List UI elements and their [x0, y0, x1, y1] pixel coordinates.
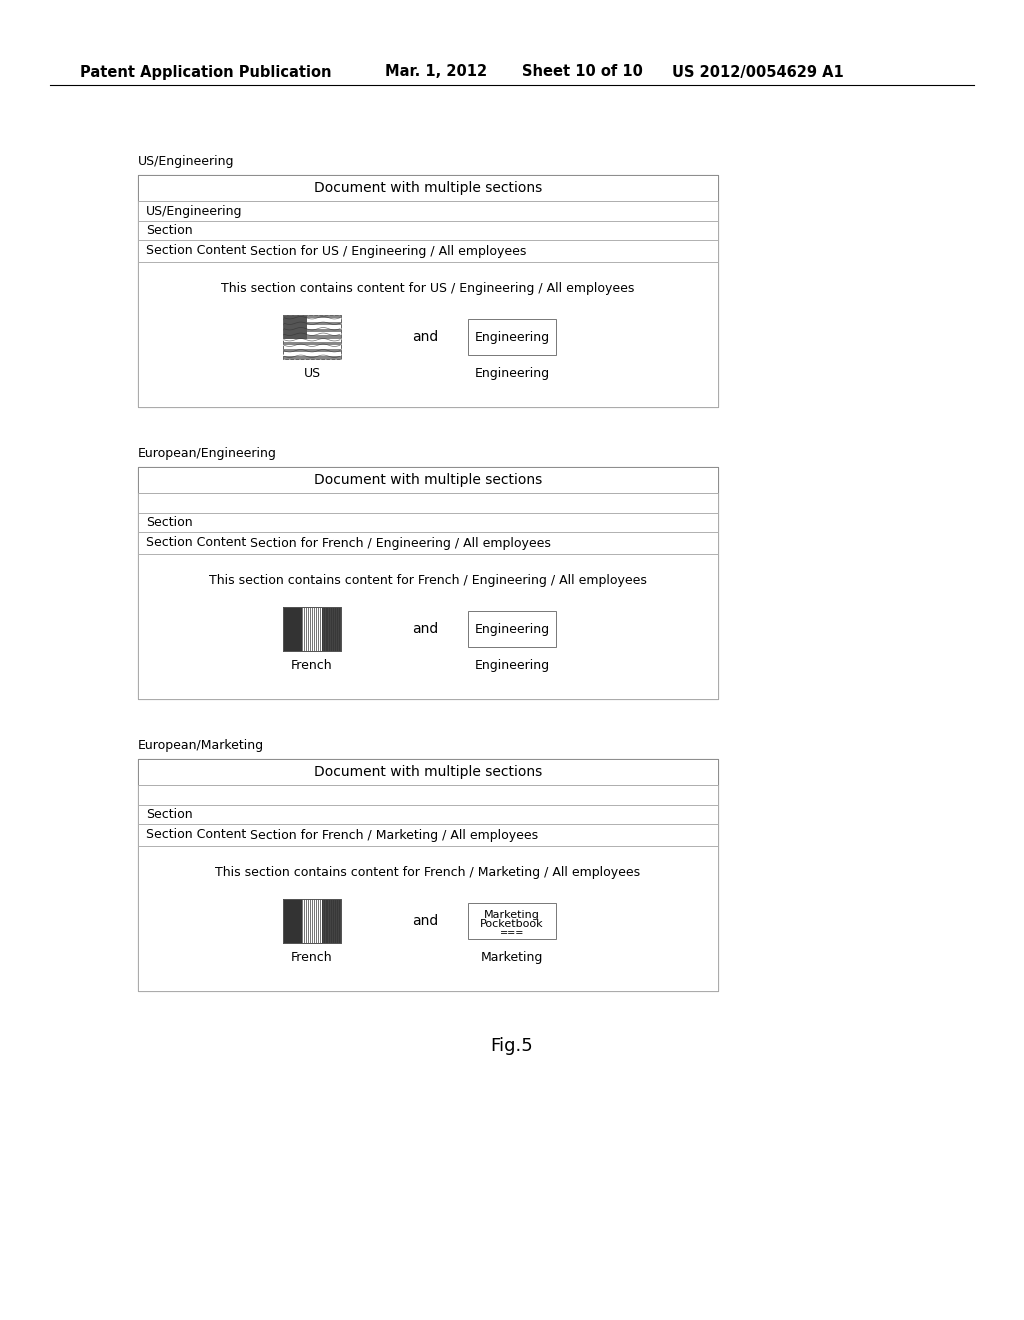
- Bar: [138, 554, 718, 700]
- Text: and: and: [412, 913, 438, 928]
- Text: Pocketbook: Pocketbook: [480, 919, 544, 929]
- Bar: [283, 315, 341, 318]
- Text: Section for French / Marketing / All employees: Section for French / Marketing / All emp…: [250, 829, 539, 842]
- Bar: [138, 532, 718, 554]
- Text: Engineering: Engineering: [474, 623, 550, 635]
- Text: This section contains content for US / Engineering / All employees: This section contains content for US / E…: [221, 282, 635, 294]
- Bar: [138, 492, 718, 513]
- Text: This section contains content for French / Engineering / All employees: This section contains content for French…: [209, 574, 647, 587]
- Text: Marketing: Marketing: [481, 950, 544, 964]
- Text: US/Engineering: US/Engineering: [146, 205, 243, 218]
- Text: and: and: [412, 622, 438, 636]
- Bar: [322, 607, 341, 651]
- Bar: [302, 607, 322, 651]
- Bar: [138, 240, 718, 261]
- Bar: [138, 467, 718, 700]
- Text: European/Marketing: European/Marketing: [138, 739, 264, 752]
- Text: US: US: [303, 367, 321, 380]
- Text: This section contains content for French / Marketing / All employees: This section contains content for French…: [215, 866, 641, 879]
- Text: Engineering: Engineering: [474, 659, 550, 672]
- Text: French: French: [291, 950, 333, 964]
- Text: Section for US / Engineering / All employees: Section for US / Engineering / All emplo…: [250, 244, 526, 257]
- Bar: [138, 176, 718, 201]
- Text: ===: ===: [500, 928, 524, 939]
- Text: Fig.5: Fig.5: [490, 1038, 534, 1055]
- Bar: [138, 759, 718, 991]
- Bar: [468, 611, 556, 647]
- Bar: [468, 903, 556, 939]
- Bar: [283, 335, 341, 339]
- Bar: [283, 607, 341, 651]
- Bar: [283, 352, 341, 355]
- Bar: [283, 899, 341, 942]
- Text: Document with multiple sections: Document with multiple sections: [314, 181, 542, 195]
- Text: Document with multiple sections: Document with multiple sections: [314, 766, 542, 779]
- Bar: [138, 824, 718, 846]
- Bar: [283, 318, 341, 322]
- Bar: [283, 607, 302, 651]
- Bar: [138, 176, 718, 407]
- Bar: [283, 348, 341, 352]
- Bar: [283, 899, 302, 942]
- Text: Engineering: Engineering: [474, 367, 550, 380]
- Bar: [283, 329, 341, 331]
- Bar: [283, 315, 341, 359]
- Bar: [283, 339, 341, 342]
- Bar: [138, 759, 718, 785]
- Bar: [138, 846, 718, 991]
- Text: and: and: [412, 330, 438, 345]
- Bar: [138, 220, 718, 240]
- Text: US/Engineering: US/Engineering: [138, 156, 234, 169]
- Text: Patent Application Publication: Patent Application Publication: [80, 65, 332, 79]
- Bar: [283, 315, 307, 339]
- Text: Document with multiple sections: Document with multiple sections: [314, 473, 542, 487]
- Bar: [283, 607, 341, 651]
- Bar: [283, 342, 341, 346]
- Text: Section Content: Section Content: [146, 536, 246, 549]
- Bar: [283, 315, 341, 359]
- Text: Section Content: Section Content: [146, 244, 246, 257]
- Bar: [283, 899, 341, 942]
- Text: European/Engineering: European/Engineering: [138, 447, 276, 461]
- Bar: [138, 201, 718, 220]
- Text: French: French: [291, 659, 333, 672]
- Text: Section for French / Engineering / All employees: Section for French / Engineering / All e…: [250, 536, 551, 549]
- Bar: [283, 331, 341, 335]
- Bar: [138, 785, 718, 805]
- Text: Marketing: Marketing: [484, 909, 540, 920]
- Bar: [283, 322, 341, 325]
- Text: Section: Section: [146, 516, 193, 529]
- Bar: [283, 355, 341, 359]
- Bar: [468, 319, 556, 355]
- Text: Section: Section: [146, 808, 193, 821]
- Bar: [283, 325, 341, 329]
- Bar: [283, 346, 341, 348]
- Text: Section Content: Section Content: [146, 829, 246, 842]
- Bar: [138, 513, 718, 532]
- Bar: [322, 899, 341, 942]
- Bar: [138, 467, 718, 492]
- Text: US 2012/0054629 A1: US 2012/0054629 A1: [672, 65, 844, 79]
- Text: Engineering: Engineering: [474, 330, 550, 343]
- Text: Sheet 10 of 10: Sheet 10 of 10: [522, 65, 643, 79]
- Text: Section: Section: [146, 224, 193, 238]
- Bar: [302, 899, 322, 942]
- Bar: [138, 805, 718, 824]
- Bar: [138, 261, 718, 407]
- Text: Mar. 1, 2012: Mar. 1, 2012: [385, 65, 487, 79]
